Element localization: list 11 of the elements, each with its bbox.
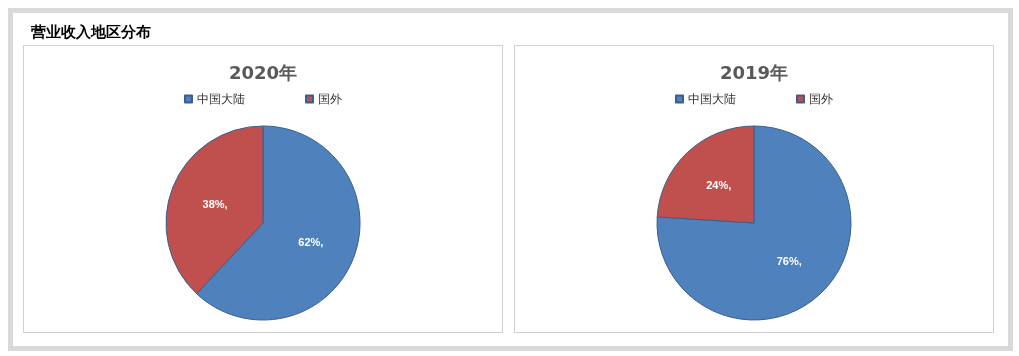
chart-title: 2019年: [719, 61, 789, 83]
legend-label: 国外: [318, 92, 342, 106]
legend-label: 中国大陆: [197, 92, 245, 106]
data-label: 24%,: [706, 179, 732, 192]
data-label: 76%,: [776, 254, 802, 267]
data-label: 38%,: [202, 198, 228, 211]
legend-label: 中国大陆: [688, 92, 736, 106]
text: 营业收入地区分布: [31, 23, 151, 42]
data-label: 62%,: [298, 235, 324, 248]
chart-title: 2020年: [228, 61, 298, 83]
legend-label: 国外: [809, 92, 833, 106]
